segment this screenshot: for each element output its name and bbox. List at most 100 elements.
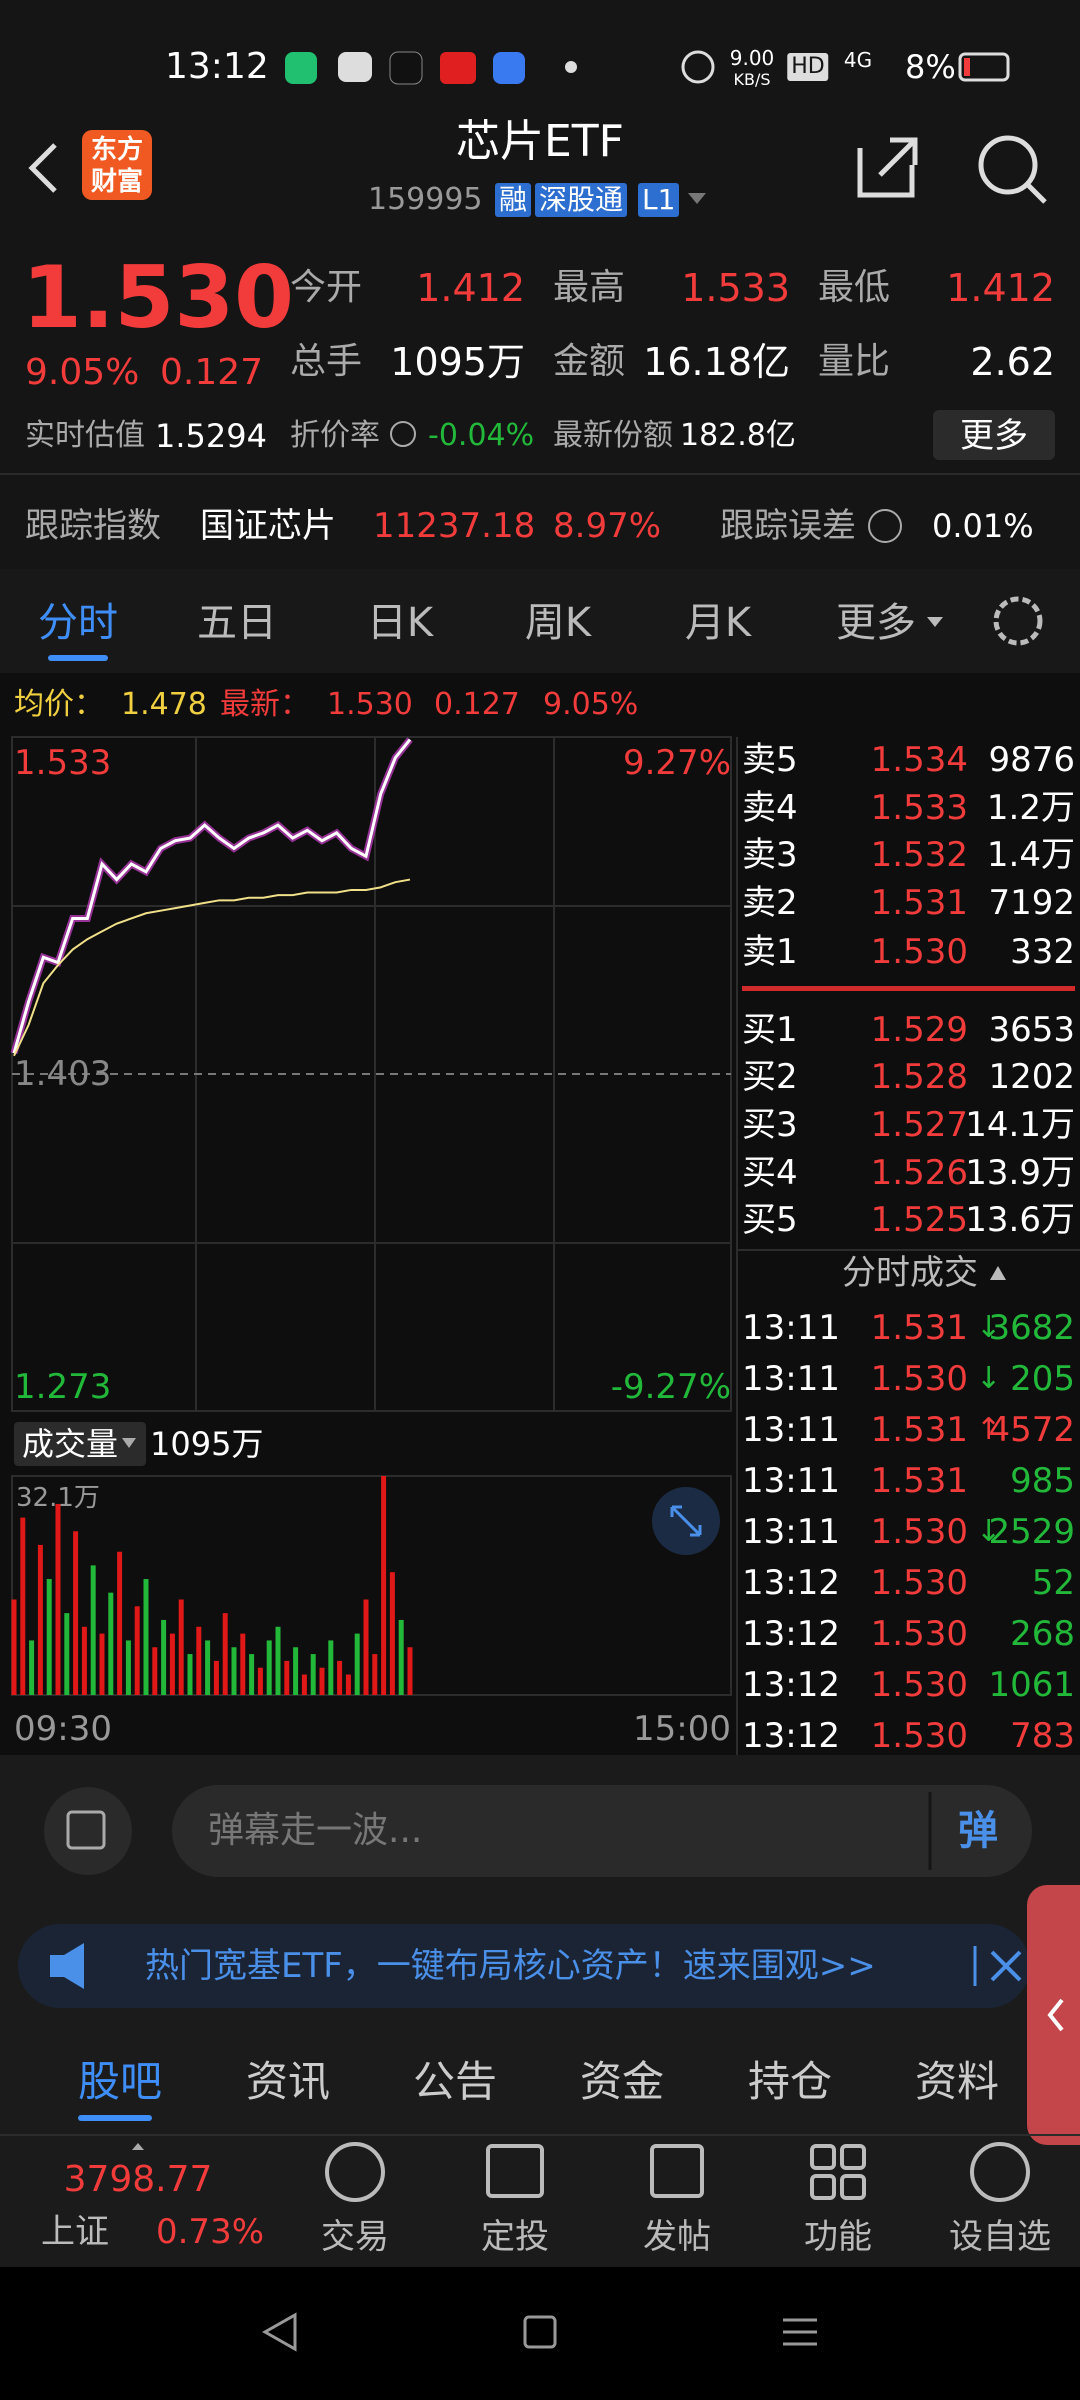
- book-price: 1.527: [870, 1105, 968, 1145]
- volume-bar: [240, 1633, 246, 1695]
- chart-tab[interactable]: 五日: [197, 600, 277, 646]
- stat-label: 今开: [290, 267, 363, 308]
- trade-price: 1.530: [870, 1563, 968, 1603]
- chart-tab[interactable]: 日K: [366, 600, 434, 646]
- tag: 深股通: [535, 183, 628, 217]
- volume-bar: [81, 1626, 87, 1695]
- comment-placeholder[interactable]: 弹幕走一波...: [208, 1810, 423, 1851]
- book-volume: 13.6万: [965, 1200, 1075, 1240]
- volume-bar: [301, 1674, 307, 1695]
- toolbar-label[interactable]: 交易: [321, 2217, 389, 2257]
- tracking-label: 跟踪指数: [25, 506, 161, 546]
- bottom-tab[interactable]: 资讯: [245, 2057, 331, 2106]
- bottom-tab[interactable]: 股吧: [77, 2057, 163, 2106]
- side-tab[interactable]: [1027, 1885, 1080, 2145]
- index-name: 上证: [41, 2212, 109, 2252]
- close-icon[interactable]: [990, 1950, 1022, 1982]
- stat-label: 量比: [818, 341, 891, 382]
- more-button-text[interactable]: 更多: [960, 416, 1028, 456]
- invest-icon[interactable]: [486, 2144, 544, 2198]
- watchlist-icon[interactable]: [970, 2142, 1030, 2202]
- tracking-index: 国证芯片: [200, 506, 336, 546]
- volume-bar: [169, 1633, 175, 1695]
- x-tick-label: 09:30: [14, 1709, 112, 1749]
- book-price: 1.534: [870, 740, 968, 780]
- chart-tab[interactable]: 更多: [836, 600, 916, 646]
- trade-time: 13:12: [742, 1716, 840, 1756]
- network-speed-unit: KB/S: [733, 70, 771, 89]
- volume-bar: [29, 1640, 35, 1695]
- trade-arrow: ↓: [976, 1514, 1002, 1549]
- latest-change: 0.127: [434, 687, 520, 722]
- y-tick-label: 1.273: [14, 1367, 112, 1407]
- book-label: 买5: [742, 1200, 798, 1240]
- app-icon: [389, 51, 423, 85]
- function-icon[interactable]: [810, 2144, 836, 2170]
- comment-input[interactable]: [172, 1785, 1032, 1877]
- search-icon[interactable]: [978, 135, 1038, 195]
- volume-bar: [55, 1503, 61, 1695]
- banner[interactable]: [18, 1924, 1030, 2008]
- volume-bar: [257, 1667, 263, 1695]
- y-tick-label: 1.533: [14, 743, 112, 783]
- volume-bar: [73, 1531, 79, 1695]
- comment-icon[interactable]: [44, 1787, 132, 1875]
- volume-selector[interactable]: [14, 1422, 146, 1466]
- bottom-tab[interactable]: 资料: [914, 2057, 1000, 2106]
- tag: L1: [638, 183, 680, 217]
- toolbar-label[interactable]: 功能: [804, 2217, 872, 2257]
- volume-frame: [11, 1475, 732, 1696]
- trade-time: 13:12: [742, 1614, 840, 1654]
- trade-time: 13:12: [742, 1563, 840, 1603]
- function-icon: [810, 2174, 836, 2200]
- trade-volume: 3682: [988, 1308, 1075, 1348]
- change-percent: 9.05%: [25, 352, 140, 393]
- volume-selector-text[interactable]: 成交量: [22, 1425, 119, 1463]
- stat-value: 1.412: [946, 266, 1055, 310]
- network-type: 4G: [843, 48, 873, 72]
- tracking-error-label: 跟踪误差: [720, 506, 856, 546]
- bottom-tab[interactable]: 资金: [579, 2057, 665, 2106]
- book-volume: 7192: [988, 883, 1075, 923]
- trade-price: 1.531: [870, 1410, 968, 1450]
- comment-icon-glyph: [66, 1810, 106, 1850]
- logo-text: 东方: [90, 135, 144, 165]
- chart-tab[interactable]: 周K: [524, 600, 592, 646]
- nav-menu[interactable]: [783, 2318, 817, 2346]
- tab-underline: [48, 655, 108, 661]
- latest-label: 最新：: [220, 687, 310, 722]
- back-icon[interactable]: [28, 143, 57, 193]
- nav-back[interactable]: [261, 2312, 297, 2352]
- more-button[interactable]: [933, 410, 1055, 460]
- danmaku-button[interactable]: 弹: [958, 1808, 998, 1854]
- app-icon: [440, 52, 476, 84]
- logo-text: 财富: [90, 167, 144, 197]
- nav-home[interactable]: [523, 2315, 557, 2349]
- trade-icon[interactable]: [325, 2142, 385, 2202]
- price-line: [12, 738, 412, 1054]
- volume-bar: [328, 1640, 334, 1695]
- book-label: 卖1: [742, 932, 798, 972]
- chart-tab[interactable]: 月K: [684, 600, 752, 646]
- bottom-tab[interactable]: 公告: [412, 2057, 498, 2106]
- expand-icon: [670, 1505, 702, 1537]
- sort-icon: [990, 1266, 1006, 1280]
- toolbar-label[interactable]: 发帖: [643, 2217, 711, 2257]
- toolbar-label[interactable]: 设自选: [949, 2217, 1051, 2257]
- shares-value: 182.8亿: [680, 418, 796, 453]
- volume-bar: [125, 1640, 131, 1695]
- trade-volume: 4572: [988, 1410, 1075, 1450]
- chart-tab[interactable]: 分时: [38, 600, 118, 646]
- share-icon[interactable]: [857, 137, 918, 198]
- banner-text[interactable]: 热门宽基ETF，一键布局核心资产！速来围观>>: [145, 1946, 876, 1986]
- settings-icon[interactable]: [993, 596, 1043, 646]
- toolbar-label[interactable]: 定投: [481, 2217, 549, 2257]
- shares-label: 最新份额: [553, 418, 673, 453]
- book-label: 买4: [742, 1153, 798, 1193]
- battery-level: [964, 58, 970, 76]
- bottom-tab[interactable]: 持仓: [747, 2057, 833, 2106]
- volume-total: 1095万: [150, 1425, 264, 1463]
- book-volume: 1202: [988, 1057, 1075, 1097]
- post-icon[interactable]: [650, 2144, 704, 2198]
- book-label: 卖2: [742, 883, 798, 923]
